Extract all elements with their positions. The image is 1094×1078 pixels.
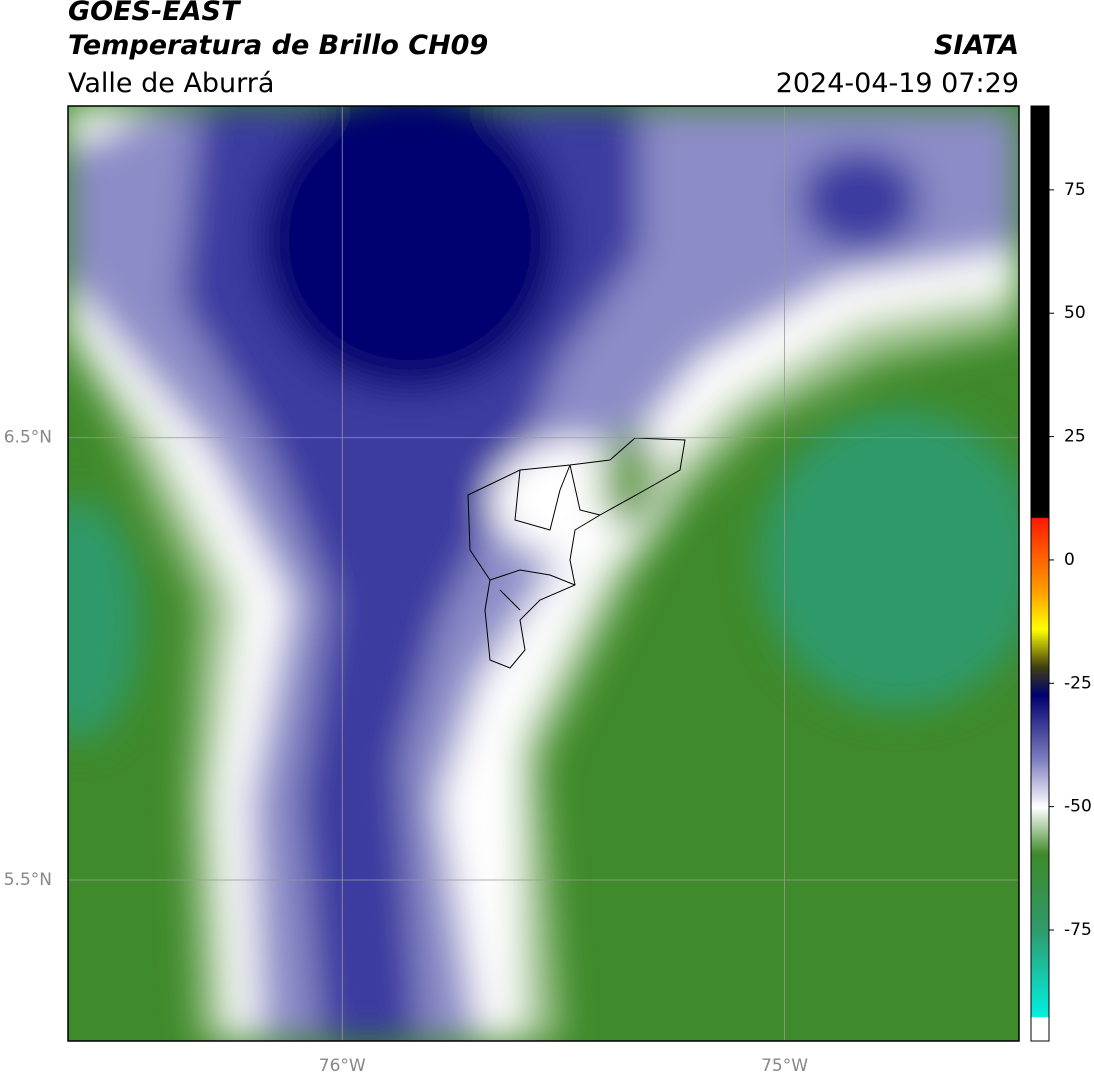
y-tick-label: 5.5°N	[4, 870, 52, 890]
subtitle: Temperatura de Brillo CH09	[68, 30, 488, 61]
colorbar-tick-label: -25	[1064, 673, 1092, 693]
colorbar	[1030, 105, 1050, 1042]
colorbar-tick-label: 50	[1064, 303, 1086, 323]
basin-outline	[467, 437, 686, 669]
region: Valle de Aburrá	[68, 68, 274, 99]
timestamp: 2024-04-19 07:29	[776, 68, 1019, 99]
map-frame	[67, 105, 1020, 1042]
satellite-field	[68, 106, 1019, 1041]
colorbar-tick-label: -75	[1064, 920, 1092, 940]
colorbar-tick-label: 25	[1064, 427, 1086, 447]
colorbar-tick-label: 0	[1064, 550, 1075, 570]
colorbar-tick-label: 75	[1064, 180, 1086, 200]
colorbar-tick-label: -50	[1064, 797, 1092, 817]
x-tick-label: 75°W	[761, 1056, 808, 1076]
title: GOES-EAST	[68, 0, 242, 27]
x-tick-label: 76°W	[319, 1056, 366, 1076]
y-tick-label: 6.5°N	[4, 428, 52, 448]
source: SIATA	[934, 30, 1019, 61]
